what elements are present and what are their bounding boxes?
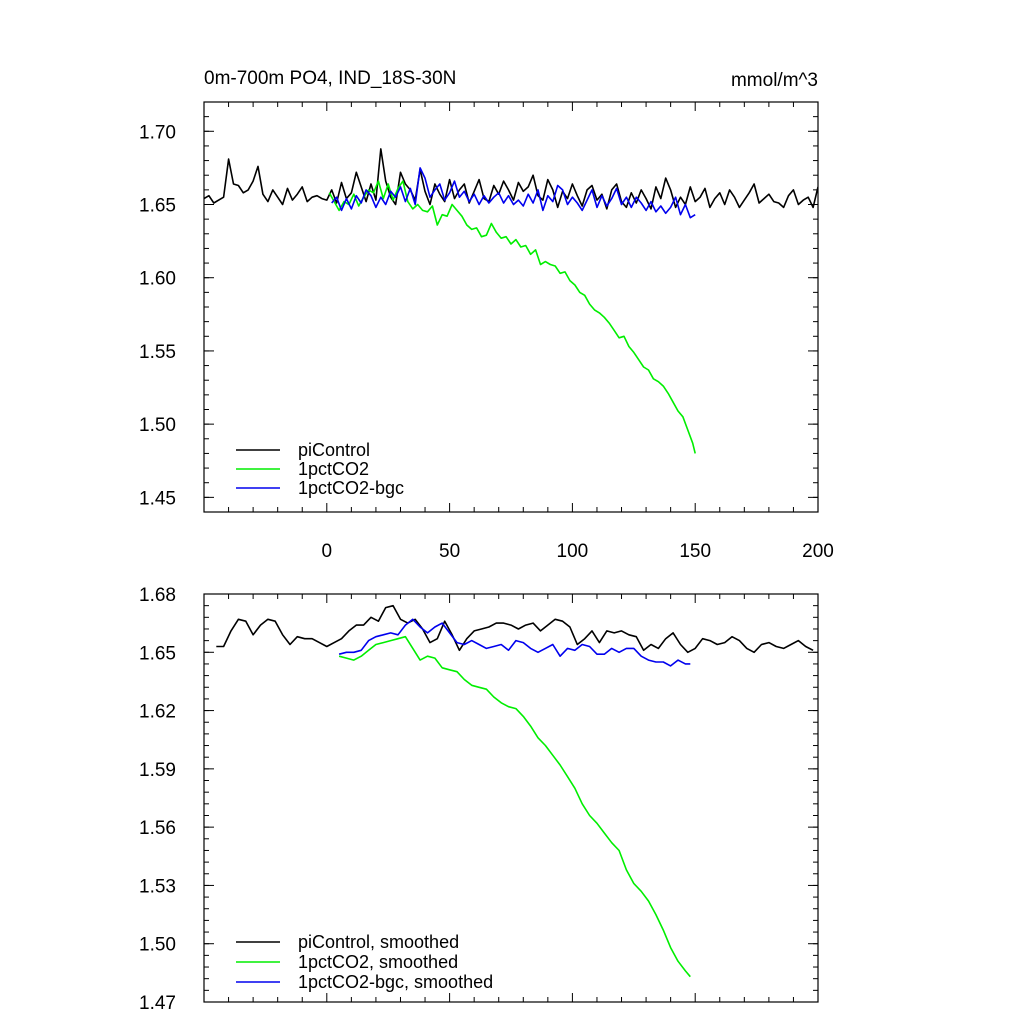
series-line-picontrol-smoothed	[216, 604, 814, 654]
top-plot-area: 0 50 100 150 200 1.45 1.50 1.55 1.60 1.65 1.70 piCo…	[139, 101, 834, 562]
y-tick-label: 1.50	[139, 415, 176, 436]
x-tick-label: 100	[557, 541, 589, 562]
y-tick-label: 1.62	[139, 702, 176, 723]
bottom-plot-area: 1.47 1.50 1.53 1.56 1.59 1.62 1.65 1.68 piContro…	[139, 585, 819, 1014]
y-tick-label: 1.45	[139, 488, 176, 509]
x-tick-label: 50	[439, 541, 460, 562]
y-tick-label: 1.47	[139, 993, 176, 1014]
legend-label: piControl, smoothed	[298, 932, 459, 952]
y-tick-label: 1.70	[139, 122, 176, 143]
series-line-1pctco2-smoothed	[338, 635, 691, 978]
chart-title: 0m-700m PO4, IND_18S-30N	[204, 68, 456, 89]
x-tick-label: 0	[322, 541, 333, 562]
series-line-picontrol	[204, 148, 818, 210]
y-tick-label: 1.60	[139, 269, 176, 290]
y-tick-label: 1.55	[139, 342, 176, 363]
plot-frame	[203, 593, 819, 1003]
plot-frame	[203, 101, 819, 513]
legend-label: 1pctCO2, smoothed	[298, 952, 458, 972]
y-tick-label: 1.53	[139, 876, 176, 897]
legend-label: 1pctCO2-bgc	[298, 478, 404, 498]
y-tick-label: 1.65	[139, 196, 176, 217]
top-panel: 0m-700m PO4, IND_18S-30N mmol/m^3 0 50 100…	[139, 68, 834, 562]
y-tick-label: 1.65	[139, 643, 176, 664]
series-line-1pctco2-bgc	[331, 167, 696, 219]
x-tick-label: 200	[802, 541, 834, 562]
legend-label: 1pctCO2	[298, 459, 369, 479]
legend-label: piControl	[298, 440, 370, 460]
bottom-panel: 1.47 1.50 1.53 1.56 1.59 1.62 1.65 1.68 piContro…	[139, 585, 819, 1014]
y-tick-label: 1.56	[139, 818, 176, 839]
y-tick-label: 1.59	[139, 760, 176, 781]
series-line-1pctco2-bgc-smoothed	[338, 618, 691, 667]
x-tick-label: 150	[679, 541, 711, 562]
legend-label: 1pctCO2-bgc, smoothed	[298, 972, 493, 992]
series-line-1pctco2	[328, 180, 696, 454]
y-tick-label: 1.68	[139, 585, 176, 606]
units-label: mmol/m^3	[731, 70, 818, 91]
y-tick-label: 1.50	[139, 935, 176, 956]
